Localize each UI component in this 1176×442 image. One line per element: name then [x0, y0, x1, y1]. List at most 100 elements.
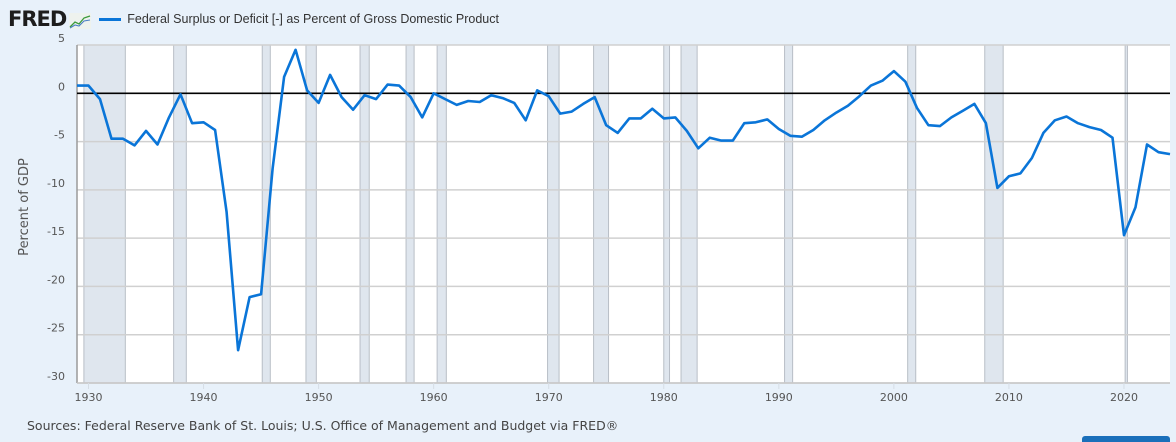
y-tick-label: 0: [58, 80, 65, 93]
data-point: [362, 92, 368, 98]
y-tick-label: -15: [47, 225, 65, 238]
data-point: [235, 347, 241, 353]
data-point: [592, 94, 598, 100]
data-point: [557, 111, 563, 117]
data-point: [891, 68, 897, 74]
data-point: [109, 136, 115, 142]
partial-button[interactable]: [1082, 436, 1170, 442]
series-line: [77, 48, 1171, 352]
data-point: [1075, 120, 1081, 126]
data-point: [281, 74, 287, 80]
series-group: [74, 47, 1171, 353]
fred-logo[interactable]: FRED: [8, 6, 67, 31]
recession-band: [173, 45, 187, 383]
data-point: [534, 87, 540, 93]
recession-band: [83, 45, 126, 383]
data-point: [925, 122, 931, 128]
data-point: [339, 94, 345, 100]
x-tick-label: 1980: [650, 391, 678, 404]
data-point: [1063, 113, 1069, 119]
data-point: [293, 47, 299, 53]
data-point: [695, 145, 701, 151]
data-point: [132, 142, 138, 148]
recession-band: [360, 45, 370, 383]
data-point: [787, 133, 793, 139]
data-point: [764, 116, 770, 122]
data-point: [1040, 130, 1046, 136]
recession-band: [547, 45, 560, 383]
data-point: [718, 138, 724, 144]
data-point: [189, 120, 195, 126]
data-point: [511, 100, 517, 106]
data-point: [316, 100, 322, 106]
data-point: [408, 94, 414, 100]
data-point: [143, 128, 149, 134]
data-point: [419, 114, 425, 120]
data-point: [442, 96, 448, 102]
data-point: [465, 98, 471, 104]
data-point: [1017, 170, 1023, 176]
data-point: [707, 135, 713, 141]
x-tick-label: 2010: [995, 391, 1023, 404]
data-point: [500, 95, 506, 101]
data-point: [661, 115, 667, 121]
data-point: [396, 83, 402, 89]
data-point: [1029, 155, 1035, 161]
data-point: [1086, 124, 1092, 130]
y-axis-title: Percent of GDP: [17, 158, 32, 256]
data-point: [97, 96, 103, 102]
data-point: [86, 83, 92, 89]
data-point: [1006, 173, 1012, 179]
recession-band: [305, 45, 317, 383]
data-point: [258, 291, 264, 297]
recession-band: [984, 45, 1004, 383]
data-point: [488, 92, 494, 98]
data-point: [902, 79, 908, 85]
data-point: [1121, 232, 1127, 238]
data-point: [753, 119, 759, 125]
data-point: [879, 78, 885, 84]
data-point: [971, 101, 977, 107]
data-point: [1109, 135, 1115, 141]
legend-label: Federal Surplus or Deficit [-] as Percen…: [127, 12, 499, 26]
data-point: [166, 114, 172, 120]
gridlines: [76, 44, 1170, 384]
data-point: [937, 123, 943, 129]
data-point: [304, 87, 310, 93]
recession-band: [262, 45, 271, 383]
y-tick-labels: 5 0 -5 -10 -15 -20 -25 -30: [47, 32, 65, 383]
data-point: [741, 120, 747, 126]
data-point: [224, 209, 230, 215]
y-tick-label: -5: [54, 129, 65, 142]
data-point: [983, 120, 989, 126]
data-point: [1098, 127, 1104, 133]
data-point: [431, 90, 437, 96]
fred-graph-icon: [69, 13, 92, 29]
data-point: [776, 126, 782, 132]
x-tick-label: 1940: [190, 391, 218, 404]
data-point: [960, 108, 966, 114]
data-point: [810, 127, 816, 133]
x-tick-label: 1930: [75, 391, 103, 404]
data-point: [1132, 204, 1138, 210]
data-point: [454, 102, 460, 108]
data-point: [649, 106, 655, 112]
data-point: [327, 72, 333, 78]
recession-band: [663, 45, 670, 383]
data-point: [1052, 117, 1058, 123]
data-point: [477, 99, 483, 105]
recession-band: [437, 45, 447, 383]
chart-header: FRED Federal Surplus or Deficit [-] as P…: [8, 6, 499, 32]
legend: Federal Surplus or Deficit [-] as Percen…: [99, 12, 499, 26]
data-point: [1155, 149, 1161, 155]
data-point: [822, 117, 828, 123]
data-point: [523, 117, 529, 123]
data-point: [948, 114, 954, 120]
data-point: [74, 83, 80, 89]
legend-swatch: [99, 17, 122, 21]
data-point: [212, 127, 218, 133]
recession-band: [784, 45, 793, 383]
data-point: [385, 82, 391, 88]
data-point: [546, 93, 552, 99]
data-point: [155, 141, 161, 147]
